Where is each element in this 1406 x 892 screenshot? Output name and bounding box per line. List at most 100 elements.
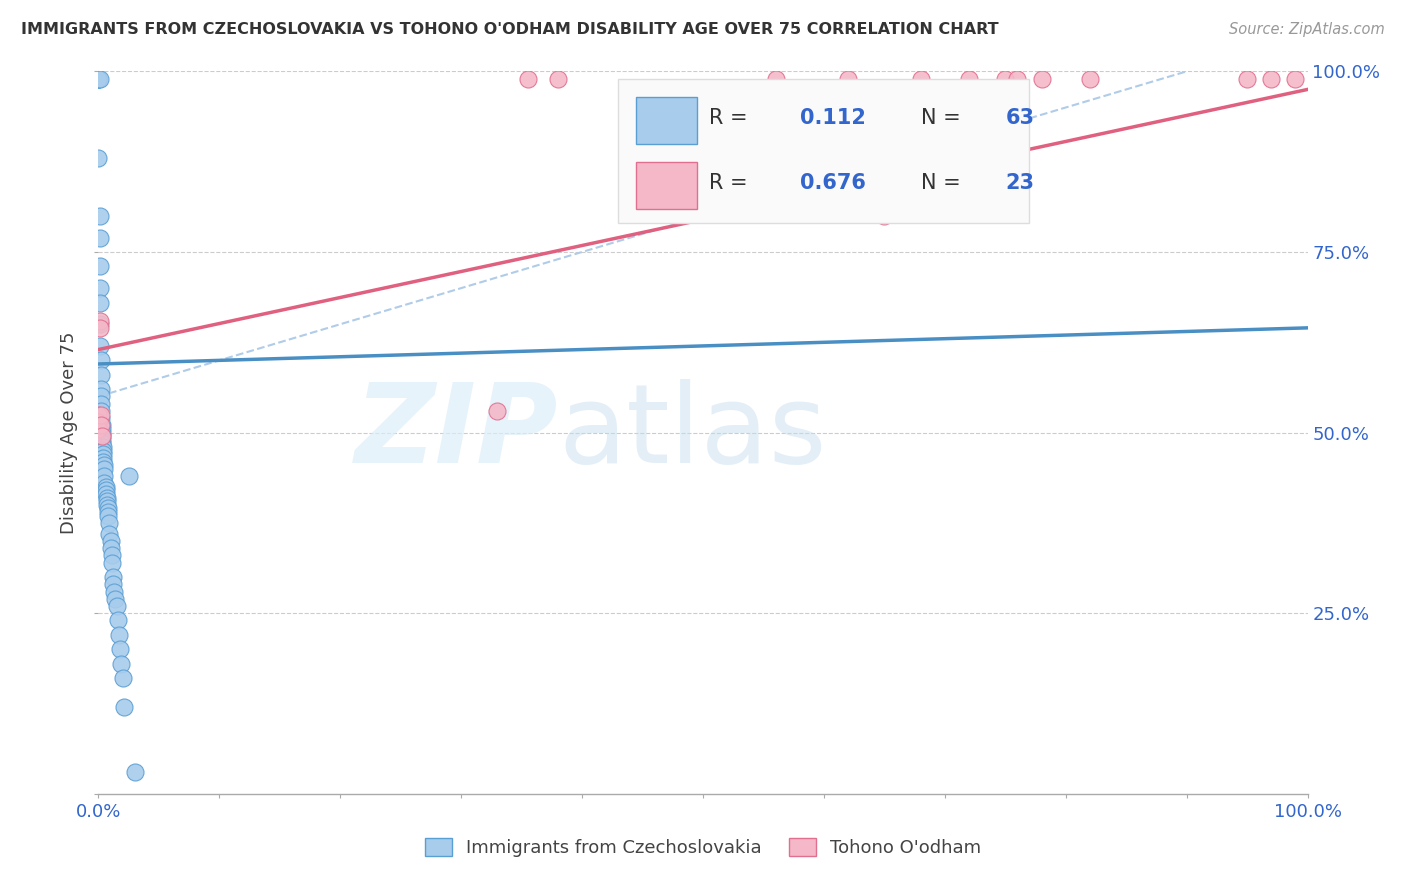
Point xyxy=(873,209,896,223)
Point xyxy=(89,339,111,353)
Point xyxy=(94,487,117,501)
Point xyxy=(1031,71,1053,86)
Point xyxy=(97,505,120,519)
Point xyxy=(96,498,118,512)
Point xyxy=(91,454,114,468)
Point xyxy=(91,422,114,436)
Point xyxy=(91,429,114,443)
Point xyxy=(87,71,110,86)
Point xyxy=(93,476,115,491)
Point xyxy=(91,425,114,440)
Text: R =: R = xyxy=(709,173,754,194)
Point xyxy=(1078,71,1101,86)
Point xyxy=(486,404,509,418)
Point xyxy=(765,71,787,86)
Point xyxy=(91,447,114,461)
Text: atlas: atlas xyxy=(558,379,827,486)
Point xyxy=(91,440,114,454)
Point xyxy=(90,418,112,433)
Point xyxy=(100,541,122,556)
Point xyxy=(101,570,124,584)
Point xyxy=(93,469,115,483)
Point xyxy=(910,71,932,86)
Point xyxy=(108,628,131,642)
Point xyxy=(110,657,132,671)
Point xyxy=(91,443,114,458)
Point xyxy=(91,429,114,443)
Point xyxy=(96,494,118,508)
Point xyxy=(90,408,112,422)
Point xyxy=(91,450,114,465)
Point xyxy=(87,422,110,436)
Point xyxy=(89,281,111,295)
Text: N =: N = xyxy=(921,173,967,194)
Point xyxy=(1007,71,1029,86)
Point xyxy=(90,353,112,368)
Point xyxy=(90,397,112,411)
Point xyxy=(93,458,115,472)
Point xyxy=(103,584,125,599)
Point xyxy=(94,483,117,498)
Point xyxy=(994,71,1017,86)
FancyBboxPatch shape xyxy=(637,161,697,209)
Point xyxy=(87,71,110,86)
FancyBboxPatch shape xyxy=(619,78,1029,223)
Point xyxy=(89,321,111,335)
Point xyxy=(89,295,111,310)
Point xyxy=(90,389,112,403)
Point xyxy=(107,614,129,628)
Point xyxy=(90,382,112,396)
Point xyxy=(837,71,859,86)
Point xyxy=(89,318,111,332)
Point xyxy=(98,526,121,541)
Point xyxy=(91,433,114,447)
Point xyxy=(516,71,538,86)
Text: 0.676: 0.676 xyxy=(800,173,866,194)
Point xyxy=(105,599,128,613)
Point xyxy=(104,591,127,606)
Point xyxy=(124,765,146,780)
Point xyxy=(112,700,135,714)
Point xyxy=(89,71,111,86)
Text: N =: N = xyxy=(921,108,967,128)
Legend: Immigrants from Czechoslovakia, Tohono O'odham: Immigrants from Czechoslovakia, Tohono O… xyxy=(418,830,988,864)
Point xyxy=(87,71,110,86)
Point xyxy=(89,260,111,274)
Point xyxy=(87,408,110,422)
Point xyxy=(100,549,122,563)
Text: R =: R = xyxy=(709,108,754,128)
Point xyxy=(90,411,112,425)
Point xyxy=(91,418,114,433)
Text: IMMIGRANTS FROM CZECHOSLOVAKIA VS TOHONO O'ODHAM DISABILITY AGE OVER 75 CORRELAT: IMMIGRANTS FROM CZECHOSLOVAKIA VS TOHONO… xyxy=(21,22,998,37)
Point xyxy=(100,556,122,570)
Point xyxy=(957,71,980,86)
Point xyxy=(94,480,117,494)
Point xyxy=(101,577,124,591)
Point xyxy=(89,230,111,244)
Point xyxy=(93,462,115,476)
Point xyxy=(90,404,112,418)
Point xyxy=(1236,71,1258,86)
Point xyxy=(100,533,122,548)
Point xyxy=(108,642,131,657)
Text: ZIP: ZIP xyxy=(354,379,558,486)
Text: 23: 23 xyxy=(1005,173,1035,194)
Text: 0.112: 0.112 xyxy=(800,108,866,128)
Point xyxy=(90,368,112,382)
Point xyxy=(118,469,141,483)
Point xyxy=(91,436,114,450)
Point xyxy=(87,151,110,165)
FancyBboxPatch shape xyxy=(637,96,697,144)
Point xyxy=(1260,71,1282,86)
Point xyxy=(87,71,110,86)
Text: 63: 63 xyxy=(1005,108,1035,128)
Point xyxy=(547,71,569,86)
Point xyxy=(89,209,111,223)
Point xyxy=(87,415,110,429)
Point xyxy=(97,501,120,516)
Point xyxy=(97,508,120,523)
Point xyxy=(111,671,134,685)
Point xyxy=(96,491,118,505)
Y-axis label: Disability Age Over 75: Disability Age Over 75 xyxy=(60,331,79,534)
Point xyxy=(89,313,111,327)
